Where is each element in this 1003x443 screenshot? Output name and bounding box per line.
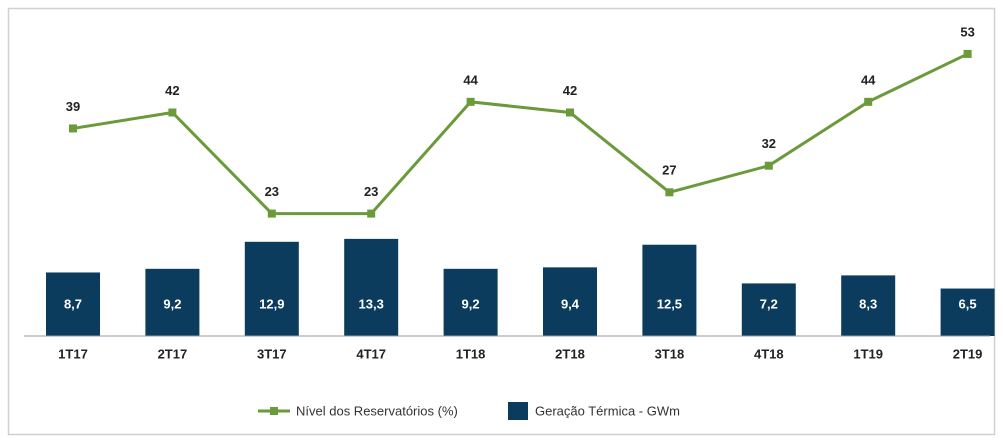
legend-label: Geração Térmica - GWm — [535, 403, 680, 418]
x-tick-label: 4T17 — [356, 346, 386, 361]
bar — [543, 267, 597, 336]
line-value-label: 42 — [165, 83, 179, 98]
bar — [46, 272, 100, 336]
line-value-label: 23 — [364, 184, 378, 199]
x-tick-label: 1T19 — [853, 346, 883, 361]
legend-swatch — [508, 402, 528, 420]
bar-value-label: 12,5 — [657, 296, 682, 311]
line-value-label: 32 — [762, 136, 776, 151]
bar-value-label: 9,2 — [163, 296, 181, 311]
line-value-label: 42 — [563, 83, 577, 98]
x-tick-label: 2T19 — [953, 346, 983, 361]
x-tick-label: 1T17 — [58, 346, 88, 361]
line-marker — [764, 161, 773, 170]
line-marker — [566, 108, 574, 117]
legend-label: Nível dos Reservatórios (%) — [296, 403, 458, 418]
chart-frame — [7, 7, 996, 436]
bar-value-label: 9,4 — [561, 296, 580, 311]
legend-swatch — [270, 407, 278, 415]
bar — [841, 275, 896, 336]
bar — [741, 283, 796, 336]
line-value-label: 23 — [265, 184, 279, 199]
x-tick-label: 2T17 — [158, 346, 188, 361]
line-value-label: 39 — [66, 99, 80, 114]
line — [72, 52, 969, 216]
line-value-label: 53 — [960, 24, 974, 39]
x-tick-label: 3T17 — [257, 346, 287, 361]
bar — [244, 241, 299, 336]
line-value-label: 27 — [662, 163, 676, 178]
line-value-label: 44 — [861, 72, 876, 87]
bar — [642, 244, 697, 336]
line-marker — [367, 209, 376, 218]
line-value-label: 44 — [463, 72, 478, 87]
line-marker — [69, 124, 77, 133]
line-marker — [864, 97, 873, 106]
bar-value-label: 8,7 — [64, 296, 82, 311]
x-tick-label: 2T18 — [555, 346, 585, 361]
x-tick-label: 1T18 — [456, 346, 486, 361]
bar — [145, 268, 200, 336]
bar-value-label: 6,5 — [959, 296, 977, 311]
line-marker — [168, 108, 177, 117]
bar — [940, 288, 995, 336]
bar-value-label: 8,3 — [859, 296, 877, 311]
line-marker — [466, 97, 475, 106]
bar — [344, 238, 399, 336]
bar-value-label: 12,9 — [259, 296, 284, 311]
bar-value-label: 13,3 — [359, 296, 384, 311]
x-tick-label: 4T18 — [754, 346, 784, 361]
line-marker — [665, 188, 674, 197]
line-marker — [963, 49, 972, 58]
bar-value-label: 9,2 — [462, 296, 480, 311]
bar — [443, 268, 498, 336]
x-tick-label: 3T18 — [655, 346, 685, 361]
bar-value-label: 7,2 — [760, 296, 778, 311]
line-marker — [267, 209, 276, 218]
